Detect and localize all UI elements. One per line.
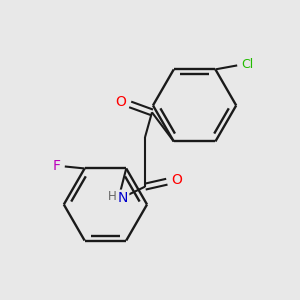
Text: Cl: Cl — [241, 58, 253, 71]
Text: O: O — [171, 173, 182, 187]
Text: H: H — [108, 190, 117, 203]
Text: F: F — [53, 160, 61, 173]
Text: N: N — [118, 190, 128, 205]
Text: O: O — [115, 95, 126, 110]
